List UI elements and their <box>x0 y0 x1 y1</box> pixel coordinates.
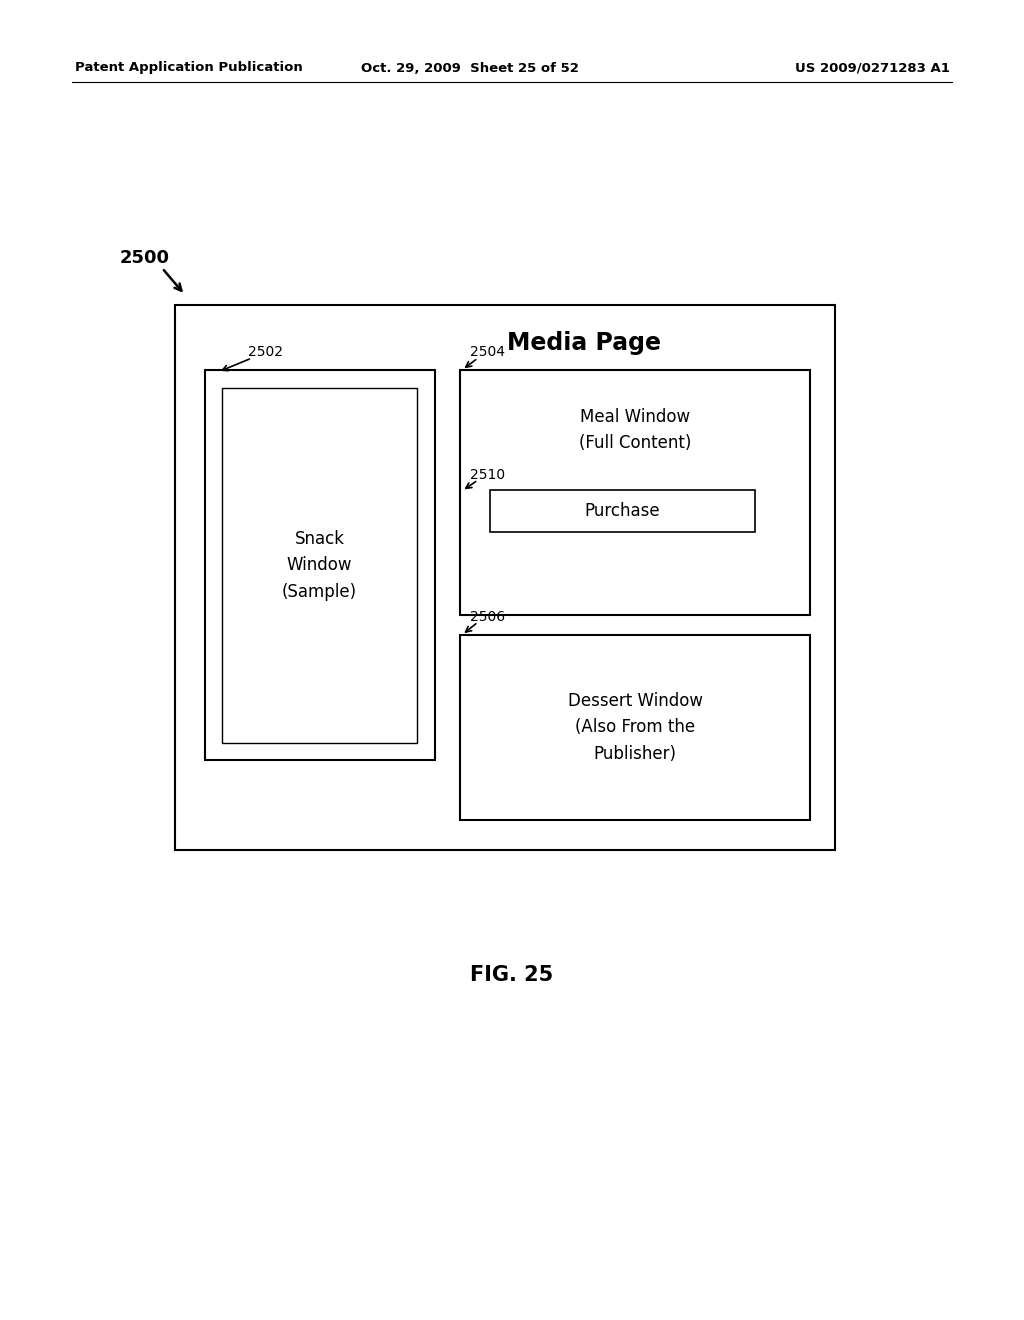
Text: 2502: 2502 <box>248 345 283 359</box>
Bar <box>205 370 435 760</box>
Text: Patent Application Publication: Patent Application Publication <box>75 62 303 74</box>
Text: Snack
Window
(Sample): Snack Window (Sample) <box>282 531 357 601</box>
Text: Oct. 29, 2009  Sheet 25 of 52: Oct. 29, 2009 Sheet 25 of 52 <box>361 62 579 74</box>
Bar <box>222 388 417 743</box>
Text: Purchase: Purchase <box>585 502 660 520</box>
Text: Meal Window
(Full Content): Meal Window (Full Content) <box>579 408 691 453</box>
Text: 2506: 2506 <box>470 610 505 624</box>
Text: FIG. 25: FIG. 25 <box>470 965 554 985</box>
Text: US 2009/0271283 A1: US 2009/0271283 A1 <box>795 62 950 74</box>
Text: 2500: 2500 <box>120 249 170 267</box>
Text: 2504: 2504 <box>470 345 505 359</box>
Text: Dessert Window
(Also From the
Publisher): Dessert Window (Also From the Publisher) <box>567 692 702 763</box>
Bar <box>175 305 835 850</box>
Bar <box>460 635 810 820</box>
Bar <box>460 370 810 615</box>
Text: Media Page: Media Page <box>507 331 662 355</box>
Text: 2510: 2510 <box>470 469 505 482</box>
Bar <box>490 490 755 532</box>
